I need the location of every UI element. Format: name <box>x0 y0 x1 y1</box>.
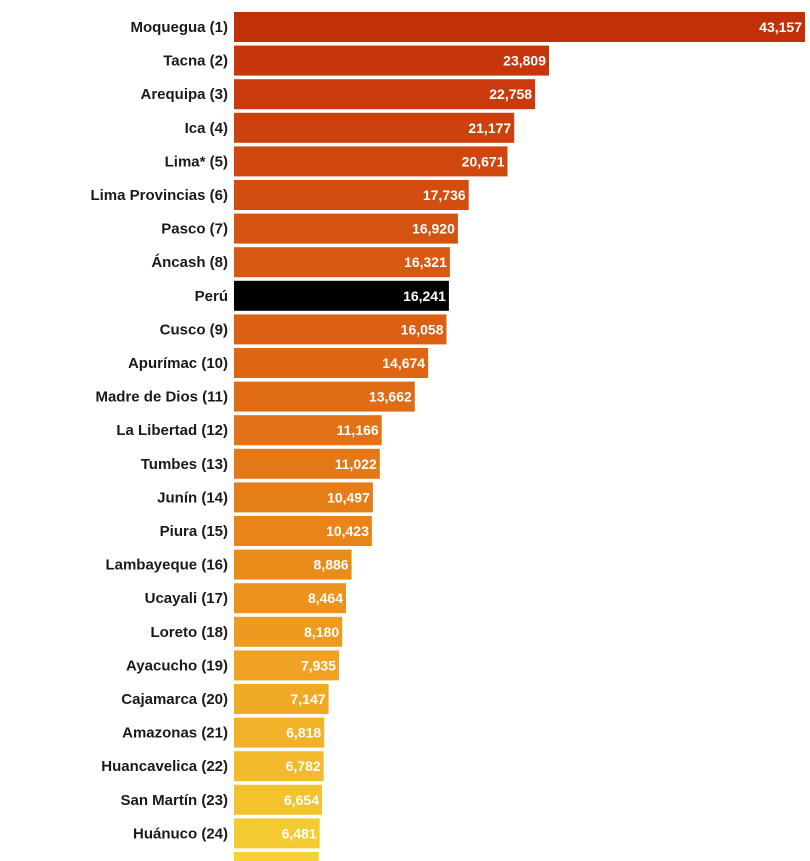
value-label-6: 16,920 <box>412 221 455 237</box>
value-label-20: 7,147 <box>291 691 326 707</box>
value-label-21: 6,818 <box>286 725 321 741</box>
category-label-11: Madre de Dios (11) <box>95 389 228 406</box>
category-label-13: Tumbes (13) <box>141 456 228 473</box>
category-label-19: Ayacucho (19) <box>126 657 228 674</box>
bar-9 <box>234 314 447 345</box>
category-label-15: Piura (15) <box>160 523 228 540</box>
bar-10 <box>234 348 429 378</box>
bar-4 <box>234 146 508 177</box>
bar-24 <box>234 818 320 849</box>
bar-12 <box>234 415 382 446</box>
category-label-20: Cajamarca (20) <box>121 691 228 708</box>
value-label-7: 16,321 <box>404 254 447 270</box>
bar-1 <box>234 45 549 76</box>
category-label-18: Loreto (18) <box>150 624 228 641</box>
category-label-25: Puno (25) <box>160 859 228 861</box>
value-label-1: 23,809 <box>503 53 546 69</box>
category-label-16: Lambayeque (16) <box>105 557 228 574</box>
value-label-5: 17,736 <box>423 187 466 203</box>
bar-20 <box>234 684 329 714</box>
value-label-2: 22,758 <box>489 86 532 102</box>
category-label-9: Cusco (9) <box>160 321 228 338</box>
value-label-3: 21,177 <box>468 120 511 136</box>
value-label-19: 7,935 <box>301 657 336 673</box>
bar-6 <box>234 213 458 244</box>
bar-5 <box>234 180 469 210</box>
value-label-23: 6,654 <box>284 792 319 808</box>
value-label-10: 14,674 <box>382 355 425 371</box>
category-label-5: Lima Provincias (6) <box>90 187 228 204</box>
value-label-18: 8,180 <box>304 624 339 640</box>
bar-18 <box>234 616 343 647</box>
category-label-14: Junín (14) <box>157 489 228 506</box>
bar-19 <box>234 650 339 681</box>
value-label-4: 20,671 <box>462 153 505 169</box>
bar-0 <box>234 12 805 42</box>
category-label-10: Apurímac (10) <box>128 355 228 372</box>
category-label-17: Ucayali (17) <box>145 590 228 607</box>
bar-22 <box>234 751 324 782</box>
category-label-6: Pasco (7) <box>161 221 228 238</box>
category-label-2: Arequipa (3) <box>140 86 228 103</box>
value-label-8: 16,241 <box>403 288 446 304</box>
value-label-14: 10,497 <box>327 489 370 505</box>
bar-17 <box>234 583 346 614</box>
value-label-17: 8,464 <box>308 590 343 606</box>
bar-23 <box>234 784 322 815</box>
value-label-15: 10,423 <box>326 523 369 539</box>
value-label-12: 11,166 <box>337 422 379 438</box>
category-label-23: San Martín (23) <box>120 792 228 809</box>
category-label-4: Lima* (5) <box>165 153 228 170</box>
bar-25 <box>234 852 319 861</box>
category-label-7: Áncash (8) <box>151 254 228 271</box>
bar-21 <box>234 717 325 748</box>
category-label-24: Huánuco (24) <box>133 825 228 842</box>
value-label-11: 13,662 <box>369 389 412 405</box>
value-label-0: 43,157 <box>759 19 802 35</box>
value-label-25: 6,407 <box>281 859 316 861</box>
bar-2 <box>234 79 536 110</box>
value-label-22: 6,782 <box>286 758 321 774</box>
category-label-22: Huancavelica (22) <box>101 758 228 775</box>
bar-7 <box>234 247 450 278</box>
category-label-8: Perú <box>195 288 228 305</box>
bar-11 <box>234 381 415 412</box>
bar-15 <box>234 516 372 546</box>
category-label-0: Moquegua (1) <box>131 19 229 36</box>
category-label-1: Tacna (2) <box>163 53 228 70</box>
bar-14 <box>234 482 373 513</box>
category-label-21: Amazonas (21) <box>122 725 228 742</box>
value-label-9: 16,058 <box>401 321 444 337</box>
bar-8 <box>234 280 449 311</box>
value-label-24: 6,481 <box>282 825 317 841</box>
category-label-12: La Libertad (12) <box>116 422 228 439</box>
value-label-16: 8,886 <box>314 557 349 573</box>
bar-3 <box>234 112 515 143</box>
value-label-13: 11,022 <box>335 456 377 472</box>
category-label-3: Ica (4) <box>185 120 228 137</box>
bar-13 <box>234 448 380 479</box>
bar-16 <box>234 549 352 580</box>
